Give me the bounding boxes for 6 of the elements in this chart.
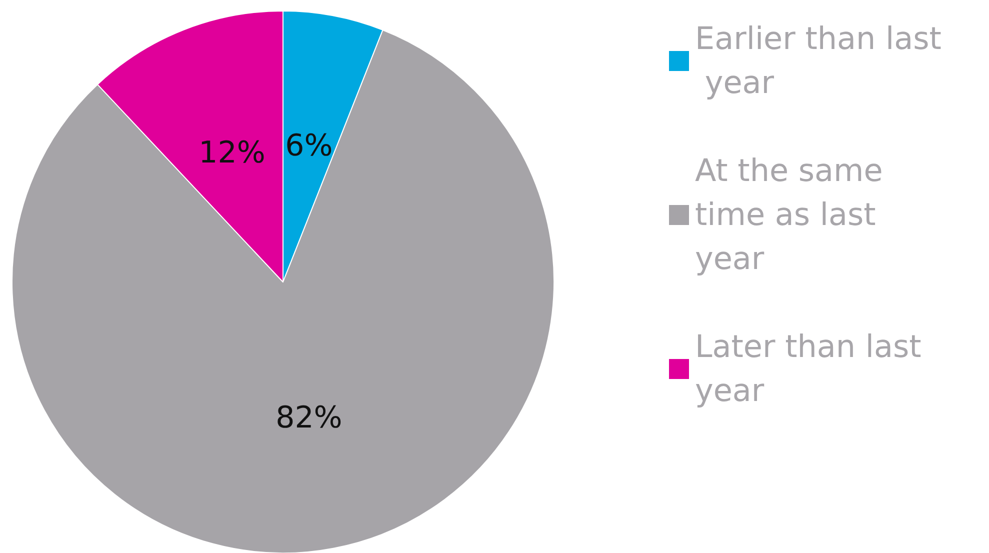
legend-label: Later than last year: [695, 329, 932, 409]
data-label: 6%: [285, 128, 333, 164]
legend-label: At the same time as last year: [695, 153, 893, 277]
data-label: 12%: [198, 136, 266, 171]
data-label: 82%: [276, 400, 342, 436]
legend-label: Earlier than last year: [695, 21, 942, 101]
